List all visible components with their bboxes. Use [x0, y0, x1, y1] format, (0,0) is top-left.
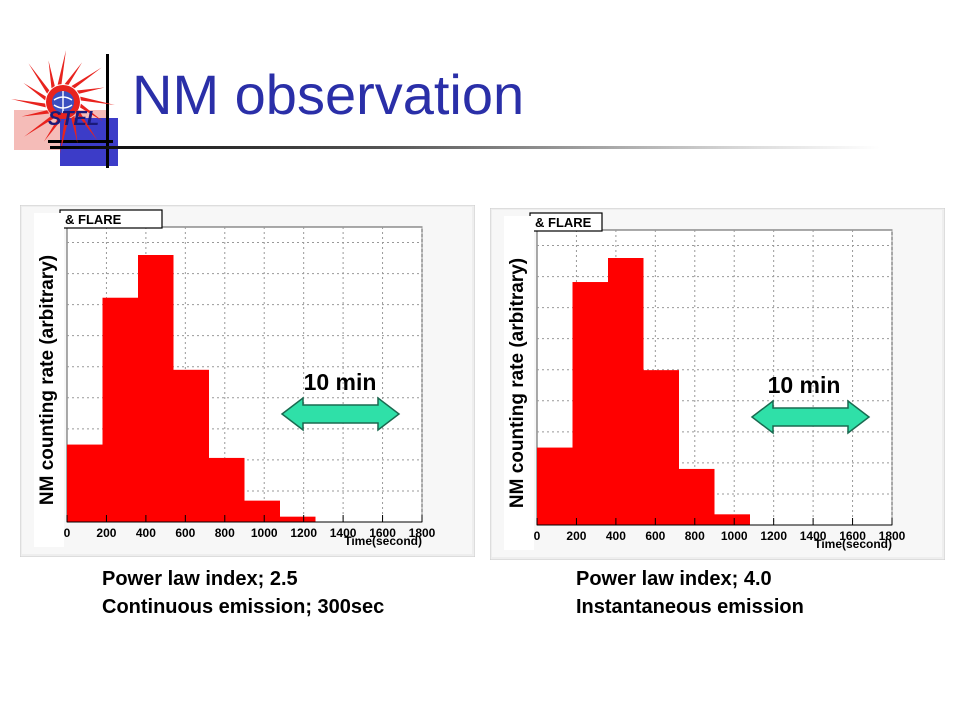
x-tick-label: 800	[215, 526, 235, 540]
histogram-right: 0 200 400 600 800 1000 1200 1400 1600 1800 & FLAR…	[490, 208, 945, 560]
title-divider	[50, 146, 880, 149]
caption-line-emission: Continuous emission; 300sec	[102, 596, 385, 618]
caption-line-index: Power law index; 4.0	[576, 568, 772, 590]
x-tick-label: 600	[645, 529, 665, 543]
x-tick-label: 400	[606, 529, 626, 543]
x-tick-label: 1400	[330, 526, 357, 540]
x-axis-label: Time(second)	[344, 534, 422, 548]
x-tick-label: 1200	[290, 526, 317, 540]
histogram-bar	[608, 258, 644, 525]
x-tick-label: 1000	[721, 529, 748, 543]
caption-left: Power law index; 2.5 Continuous emission…	[102, 565, 384, 621]
y-axis-label: NM counting rate (arbitrary)	[37, 255, 58, 505]
histogram-bar	[138, 255, 174, 522]
x-axis-label: Time(second)	[814, 537, 892, 551]
x-tick-label: 200	[566, 529, 586, 543]
duration-annotation: 10 min	[768, 372, 841, 398]
x-tick-label: 1800	[409, 526, 436, 540]
histogram-bar	[102, 297, 138, 522]
histogram-bar	[572, 282, 608, 525]
histogram-bar	[244, 500, 280, 522]
histogram-bar	[679, 468, 715, 525]
caption-line-index: Power law index; 2.5	[102, 568, 298, 590]
double-arrow-icon	[280, 396, 401, 432]
legend-label: & FLARE	[65, 212, 122, 227]
x-tick-label: 0	[64, 526, 71, 540]
y-label-backdrop	[504, 216, 534, 550]
x-tick-label: 1200	[760, 529, 787, 543]
histogram-bar	[209, 457, 245, 522]
x-tick-label: 1800	[879, 529, 906, 543]
histogram-bar	[643, 370, 679, 525]
double-arrow-icon	[750, 399, 871, 435]
page-title: NM observation	[132, 63, 525, 126]
stel-logo: STEL	[8, 40, 138, 170]
y-label-backdrop	[34, 213, 64, 547]
logo-text: STEL	[48, 108, 99, 130]
duration-annotation: 10 min	[304, 369, 377, 395]
x-tick-label: 1600	[369, 526, 396, 540]
x-tick-label: 800	[685, 529, 705, 543]
x-tick-label: 600	[175, 526, 195, 540]
histogram-bar	[537, 447, 573, 525]
histogram-bar	[173, 369, 209, 522]
x-tick-label: 1400	[800, 529, 827, 543]
histogram-bar	[67, 444, 103, 522]
x-tick-label: 400	[136, 526, 156, 540]
legend-label: & FLARE	[535, 215, 592, 230]
x-tick-label: 0	[534, 529, 541, 543]
histogram-bar	[714, 514, 750, 525]
y-axis-label: NM counting rate (arbitrary)	[507, 258, 528, 508]
histogram-left: 0 200 400 600 800 1000 1200 1400 1600 1800 & FLAR…	[20, 205, 475, 557]
x-tick-label: 1000	[251, 526, 278, 540]
caption-line-emission: Instantaneous emission	[576, 596, 804, 618]
histogram-bar	[280, 516, 316, 522]
caption-right: Power law index; 4.0 Instantaneous emiss…	[576, 565, 804, 621]
x-tick-label: 200	[96, 526, 116, 540]
x-tick-label: 1600	[839, 529, 866, 543]
